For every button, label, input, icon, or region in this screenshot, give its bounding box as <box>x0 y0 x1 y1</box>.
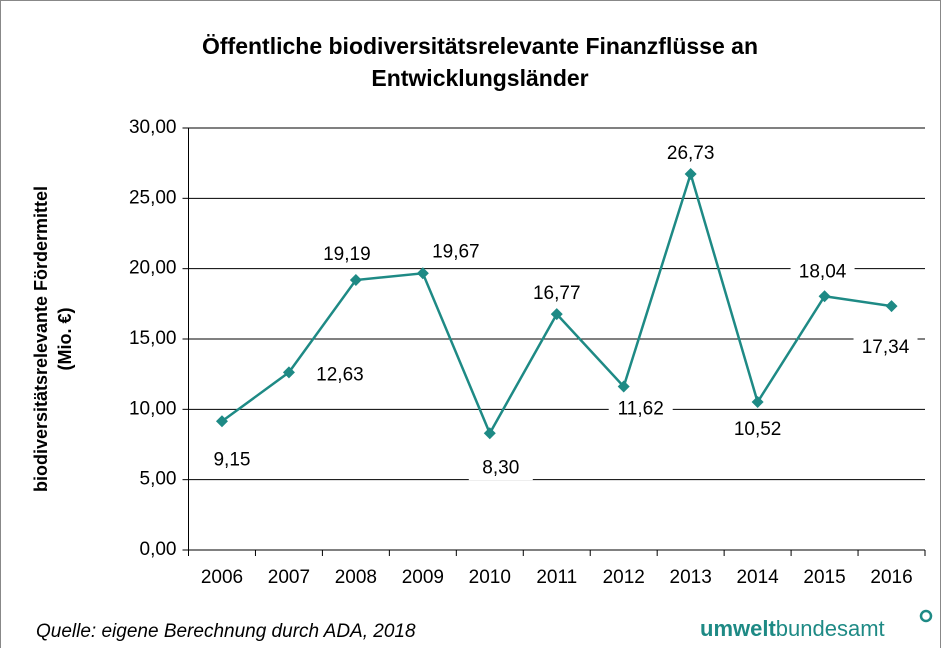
label-bg <box>608 397 673 422</box>
label-bg <box>468 456 533 481</box>
x-tick-label: 2016 <box>870 567 912 588</box>
label-bg <box>790 260 855 285</box>
source: Quelle: eigene Berechnung durch ADA, 201… <box>36 621 416 642</box>
marker <box>818 290 831 303</box>
x-tick-label: 2009 <box>402 567 444 588</box>
label-bg <box>658 141 723 166</box>
marker <box>282 366 295 379</box>
data-label: 12,63 <box>316 364 364 385</box>
marker <box>617 380 630 393</box>
y-tick-label: 10,00 <box>129 398 177 419</box>
data-label: 8,30 <box>482 457 519 478</box>
label-bg <box>423 240 488 265</box>
data-label: 9,15 <box>213 449 250 470</box>
logo: umweltbundesamt <box>700 616 885 641</box>
marker <box>885 300 898 313</box>
marker <box>550 308 563 321</box>
x-tick-label: 2012 <box>603 567 645 588</box>
data-label: 19,19 <box>323 244 371 265</box>
marker <box>416 267 429 280</box>
label-bg <box>307 363 372 388</box>
logo-part: bundesamt <box>776 616 885 641</box>
chart-title: Öffentliche biodiversitätsrelevante Fina… <box>202 33 758 59</box>
data-label: 16,77 <box>533 283 581 304</box>
x-tick-label: 2014 <box>736 567 779 588</box>
x-tick-label: 2011 <box>536 567 577 588</box>
x-tick-label: 2008 <box>335 567 377 588</box>
data-label: 19,67 <box>432 241 480 262</box>
marker <box>684 167 697 180</box>
logo-icon <box>919 609 933 623</box>
data-label: 10,52 <box>734 419 782 440</box>
data-label: 26,73 <box>667 143 715 164</box>
y-tick-label: 20,00 <box>129 258 177 279</box>
y-axis-label: (Mio. €) <box>55 308 75 371</box>
label-bg <box>853 336 918 361</box>
label-bg <box>725 418 790 443</box>
marker <box>349 274 362 287</box>
y-axis-label: biodiversitätsrelevante Fördermittel <box>31 186 51 492</box>
label-bg <box>314 243 379 268</box>
y-tick-label: 5,00 <box>140 469 177 490</box>
label-bg <box>524 282 589 307</box>
y-tick-label: 30,00 <box>129 117 177 138</box>
y-tick-label: 0,00 <box>140 539 177 560</box>
x-tick-label: 2010 <box>469 567 511 588</box>
logo-part: umwelt <box>700 616 776 641</box>
marker <box>751 396 764 409</box>
data-label: 17,34 <box>862 337 910 358</box>
x-tick-label: 2013 <box>670 567 712 588</box>
x-tick-label: 2006 <box>201 567 243 588</box>
marker <box>483 427 496 440</box>
marker <box>215 415 228 428</box>
chart-title: Entwicklungsländer <box>371 65 588 91</box>
x-tick-label: 2015 <box>803 567 845 588</box>
x-tick-label: 2007 <box>268 567 310 588</box>
label-bg <box>199 448 264 473</box>
data-label: 18,04 <box>799 261 847 282</box>
y-tick-label: 15,00 <box>129 328 177 349</box>
data-label: 11,62 <box>618 399 664 420</box>
y-tick-label: 25,00 <box>129 187 177 208</box>
